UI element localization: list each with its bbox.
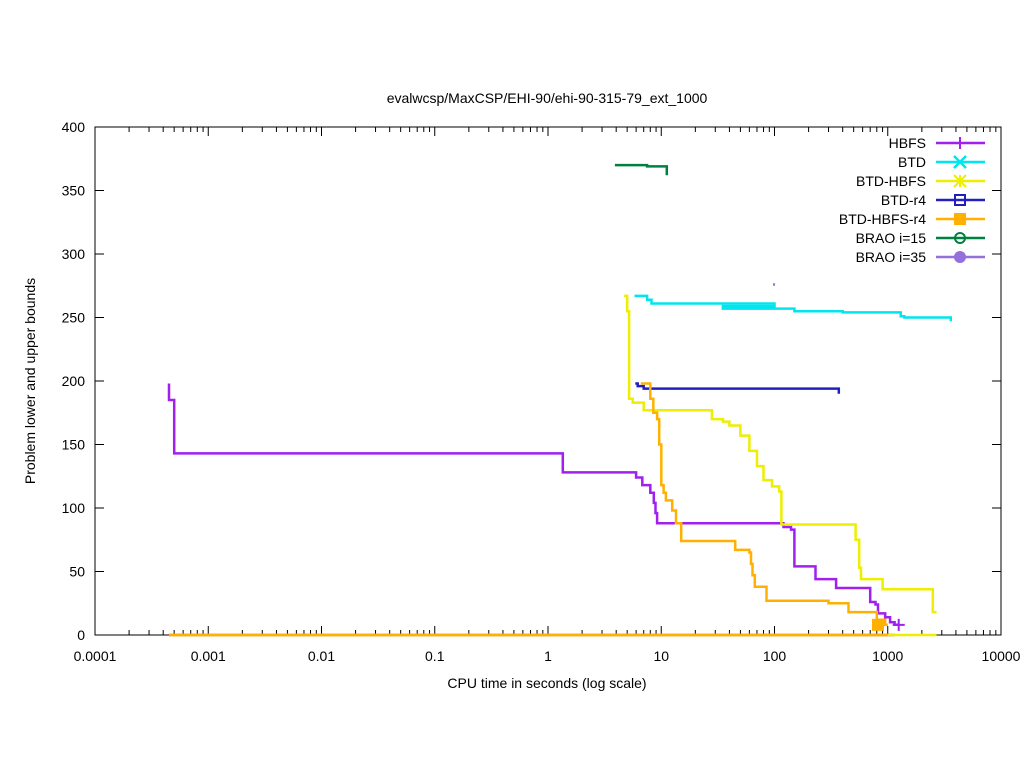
- legend-marker-brao-i-35: [954, 251, 966, 263]
- btd-hbfs-r4-upper-bound-line: [640, 382, 888, 627]
- legend-label-btd: BTD: [898, 154, 926, 170]
- btd-hbfs-upper-bound-line: [624, 294, 937, 614]
- x-tick-label: 10: [653, 648, 669, 664]
- y-axis-label: Problem lower and upper bounds: [22, 278, 38, 484]
- legend-label-btd-hbfs: BTD-HBFS: [856, 173, 926, 189]
- series-btd-hbfs: [169, 294, 937, 637]
- legend-label-brao-i-15: BRAO i=15: [856, 230, 927, 246]
- y-tick-label: 100: [62, 500, 86, 516]
- legend-label-hbfs: HBFS: [889, 135, 926, 151]
- legend-marker-brao-i-15: [954, 232, 966, 244]
- x-tick-label: 0.01: [308, 648, 335, 664]
- series-hbfs: [167, 383, 905, 637]
- brao-i-15-upper-bound-line: [614, 163, 669, 176]
- x-axis: 0.0001 0.001 0.01 0.1 1 10 100 1000 10000: [74, 127, 1021, 664]
- x-tick-label: 0.1: [425, 648, 445, 664]
- hbfs-end-marker: [892, 618, 905, 631]
- y-tick-label: 0: [77, 627, 85, 643]
- y-tick-label: 350: [62, 183, 86, 199]
- btd-hbfs-r4-end-marker: [871, 618, 884, 631]
- chart-title: evalwcsp/MaxCSP/EHI-90/ehi-90-315-79_ext…: [387, 90, 708, 106]
- btd-upper-bound-line: [634, 294, 953, 322]
- hbfs-upper-bound-line: [167, 383, 899, 627]
- btd-r4-upper-bound-line: [635, 382, 841, 394]
- legend-label-brao-i-35: BRAO i=35: [856, 249, 927, 265]
- plot-frame: [94, 126, 1002, 636]
- legend: HBFS BTD BTD-HBFS BTD-r4 BTD-HBFS-r4 BRAO i=1…: [839, 135, 985, 265]
- x-tick-label: 0.0001: [74, 648, 117, 664]
- legend-marker-btd: [953, 155, 967, 169]
- series-layer: [167, 163, 953, 637]
- legend-marker-btd-hbfs: [953, 174, 967, 188]
- y-tick-label: 300: [62, 246, 86, 262]
- series-brao-i-15: [614, 163, 669, 176]
- y-tick-label: 150: [62, 437, 86, 453]
- y-tick-label: 50: [69, 564, 85, 580]
- legend-label-btd-hbfs-r4: BTD-HBFS-r4: [839, 211, 926, 227]
- series-btd: [634, 294, 953, 322]
- legend-label-btd-r4: BTD-r4: [881, 192, 926, 208]
- x-tick-label: 1: [544, 648, 552, 664]
- y-tick-label: 400: [62, 119, 86, 135]
- y-tick-label: 200: [62, 373, 86, 389]
- series-btd-hbfs-r4: [169, 382, 888, 637]
- x-tick-label: 100: [763, 648, 787, 664]
- x-tick-label: 1000: [872, 648, 903, 664]
- x-tick-label: 10000: [982, 648, 1021, 664]
- y-tick-label: 250: [62, 310, 86, 326]
- legend-marker-hbfs: [954, 137, 966, 149]
- y-axis: 0 50 100 150 200 250 300 350 400: [62, 119, 1001, 643]
- legend-marker-btd-r4: [954, 194, 966, 206]
- x-tick-label: 0.001: [191, 648, 226, 664]
- x-axis-label: CPU time in seconds (log scale): [447, 675, 646, 691]
- series-btd-r4: [635, 382, 841, 394]
- legend-marker-btd-hbfs-r4: [954, 213, 966, 225]
